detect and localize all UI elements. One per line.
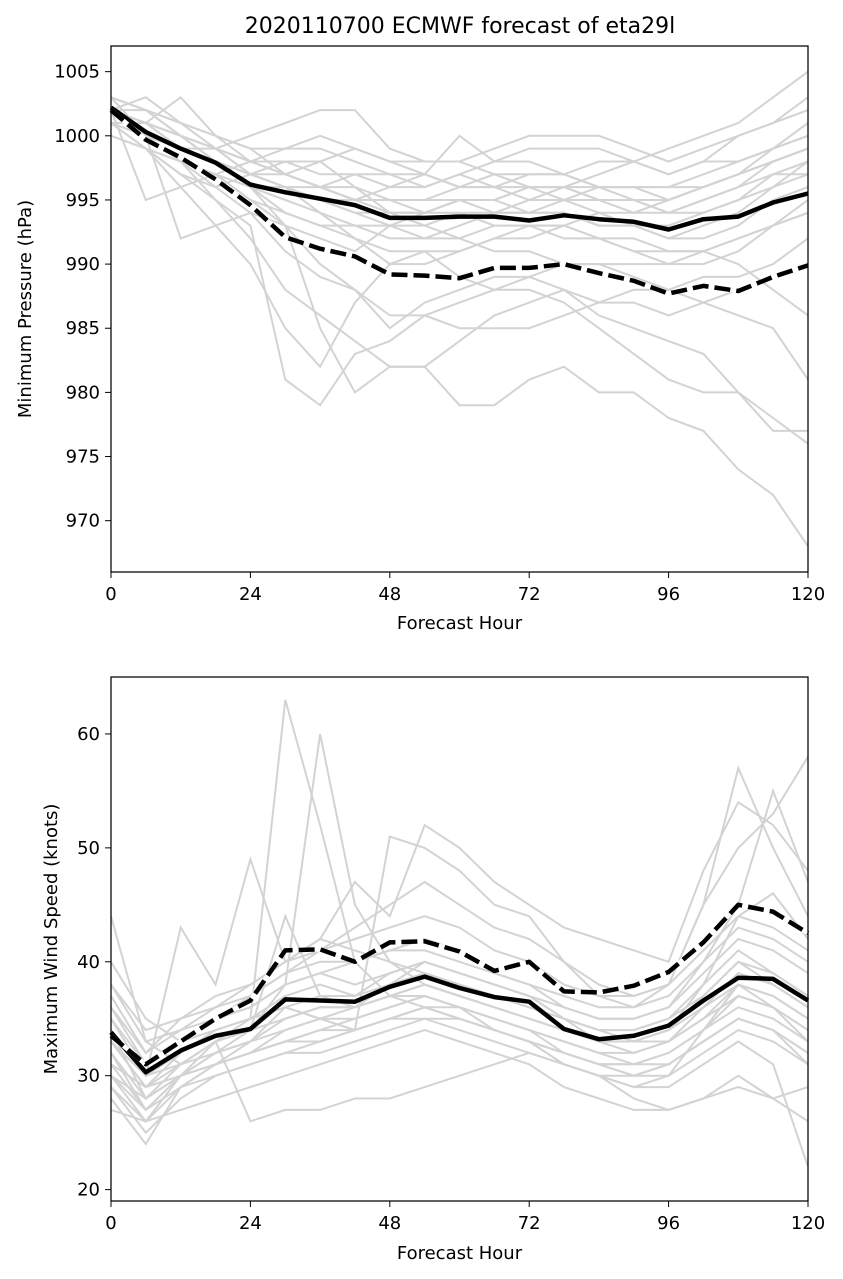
wind-member-line <box>110 915 809 1055</box>
wind-member-line <box>110 960 809 1089</box>
wind-member-line <box>110 960 809 1078</box>
pressure-dashed-mean-line <box>109 108 809 296</box>
wind-ensemble-members <box>110 699 809 1168</box>
pressure-x-tick-label: 0 <box>105 584 116 605</box>
pressure-x-tick-label: 96 <box>657 584 680 605</box>
pressure-x-tick-label: 120 <box>791 584 825 605</box>
pressure-y-ticks: 970 975 980 985 990 995 1000 1005 <box>54 62 111 532</box>
wind-y-axis-label: Maximum Wind Speed (knots) <box>41 804 62 1075</box>
wind-dashed-mean-line <box>109 902 810 1067</box>
wind-member-line <box>110 800 809 1079</box>
pressure-member-line <box>110 122 809 266</box>
pressure-member-line <box>110 122 809 445</box>
pressure-y-tick-label: 990 <box>66 254 100 275</box>
pressure-member-line <box>110 134 808 432</box>
pressure-dashed-mean-underlay <box>109 108 809 296</box>
pressure-y-tick-label: 995 <box>66 190 100 211</box>
wind-y-tick-label: 30 <box>77 1066 100 1087</box>
wind-x-tick-label: 96 <box>657 1213 680 1234</box>
wind-member-line <box>110 926 809 1032</box>
pressure-y-tick-label: 970 <box>66 511 100 532</box>
wind-y-tick-label: 20 <box>77 1180 100 1201</box>
wind-x-axis-label: Forecast Hour <box>397 1243 523 1264</box>
wind-member-line <box>110 983 809 1089</box>
pressure-y-tick-label: 1005 <box>54 62 100 83</box>
pressure-panel: 0 24 48 72 96 120 97097598098599099510001005 … <box>15 45 825 634</box>
wind-x-tick-label: 120 <box>791 1213 825 1234</box>
wind-member-line <box>110 1006 809 1112</box>
wind-x-tick-label: 72 <box>518 1213 541 1234</box>
pressure-member-line <box>110 96 809 163</box>
pressure-member-line <box>111 122 809 266</box>
pressure-y-tick-label: 980 <box>66 382 100 403</box>
pressure-member-line <box>110 109 809 214</box>
wind-y-tick-label: 40 <box>77 952 100 973</box>
pressure-member-line <box>110 109 809 227</box>
pressure-mean-lines <box>109 105 809 296</box>
wind-member-line <box>110 765 809 1146</box>
pressure-y-tick-label: 975 <box>66 447 100 468</box>
pressure-plot-frame <box>110 45 809 573</box>
wind-panel: 0 24 48 72 96 120 20 30 40 50 60 Forecast Hour Ma… <box>41 676 825 1264</box>
pressure-x-tick-label: 48 <box>378 584 401 605</box>
pressure-x-ticks: 0 24 48 72 96 120 <box>105 572 825 605</box>
wind-x-tick-label: 0 <box>105 1213 116 1234</box>
figure-title: 2020110700 ECMWF forecast of eta29l <box>245 14 676 39</box>
wind-member-line <box>110 1029 809 1123</box>
wind-x-tick-label: 48 <box>378 1213 401 1234</box>
wind-y-ticks: 20 30 40 50 60 <box>77 724 111 1201</box>
pressure-member-line <box>110 96 809 202</box>
wind-member-line <box>110 1017 809 1100</box>
wind-member-line <box>110 994 809 1168</box>
pressure-member-line <box>110 96 809 317</box>
wind-solid-mean-line <box>109 974 810 1075</box>
pressure-x-tick-label: 24 <box>239 584 262 605</box>
wind-x-tick-label: 24 <box>239 1213 262 1234</box>
wind-x-ticks: 0 24 48 72 96 120 <box>105 1201 825 1234</box>
pressure-solid-mean-line <box>109 105 809 232</box>
wind-y-tick-label: 50 <box>77 838 100 859</box>
wind-member-line <box>110 994 809 1100</box>
wind-mean-lines <box>109 902 810 1075</box>
pressure-y-axis-label: Minimum Pressure (hPa) <box>15 200 36 418</box>
pressure-member-line <box>110 70 809 189</box>
pressure-y-tick-label: 1000 <box>54 126 100 147</box>
wind-member-line <box>110 787 809 1043</box>
pressure-ensemble-members <box>110 70 809 547</box>
pressure-x-axis-label: Forecast Hour <box>397 613 523 634</box>
pressure-member-line <box>110 109 809 330</box>
wind-plot-frame <box>110 676 809 1202</box>
pressure-y-tick-label: 985 <box>66 318 100 339</box>
pressure-x-tick-label: 72 <box>518 584 541 605</box>
wind-y-tick-label: 60 <box>77 724 100 745</box>
